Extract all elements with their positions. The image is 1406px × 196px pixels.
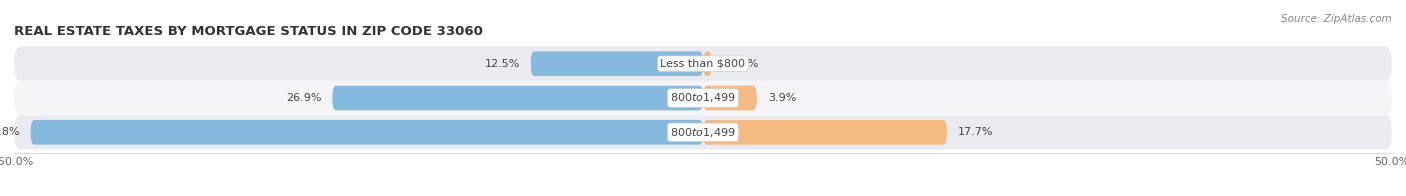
Text: 48.8%: 48.8% [0,127,20,137]
FancyBboxPatch shape [531,51,703,76]
FancyBboxPatch shape [332,86,703,110]
FancyBboxPatch shape [31,120,703,145]
Text: Source: ZipAtlas.com: Source: ZipAtlas.com [1281,14,1392,24]
Text: $800 to $1,499: $800 to $1,499 [671,92,735,104]
Text: $800 to $1,499: $800 to $1,499 [671,126,735,139]
Text: Less than $800: Less than $800 [661,59,745,69]
FancyBboxPatch shape [703,86,756,110]
FancyBboxPatch shape [14,115,1392,150]
FancyBboxPatch shape [703,51,711,76]
FancyBboxPatch shape [703,120,946,145]
FancyBboxPatch shape [14,81,1392,115]
Text: 12.5%: 12.5% [484,59,520,69]
FancyBboxPatch shape [14,47,1392,81]
Text: 17.7%: 17.7% [957,127,994,137]
Text: 0.64%: 0.64% [723,59,758,69]
Text: 26.9%: 26.9% [285,93,322,103]
Text: 3.9%: 3.9% [768,93,796,103]
Text: REAL ESTATE TAXES BY MORTGAGE STATUS IN ZIP CODE 33060: REAL ESTATE TAXES BY MORTGAGE STATUS IN … [14,25,482,38]
